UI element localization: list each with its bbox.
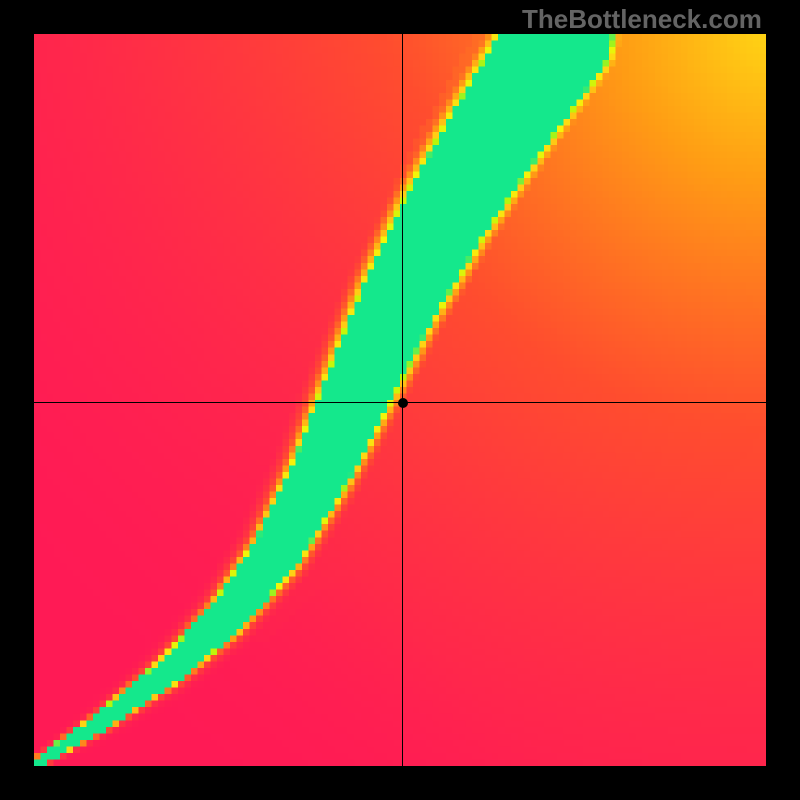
crosshair-center-dot	[398, 398, 408, 408]
chart-root: TheBottleneck.com	[0, 0, 800, 800]
watermark-text: TheBottleneck.com	[522, 4, 762, 35]
